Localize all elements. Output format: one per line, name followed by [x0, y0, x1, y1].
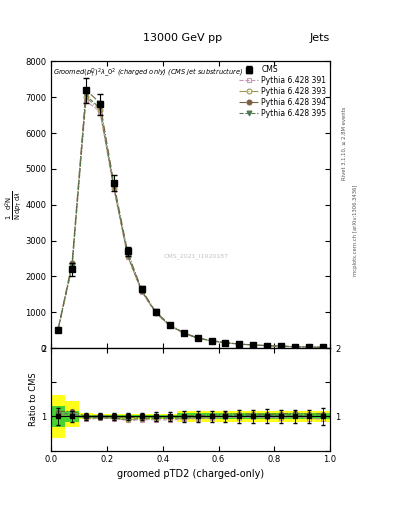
- Pythia 6.428 391: [56, 327, 61, 333]
- Pythia 6.428 395: [125, 252, 130, 259]
- Pythia 6.428 391: [321, 344, 325, 350]
- Pythia 6.428 395: [251, 342, 256, 348]
- Pythia 6.428 391: [237, 341, 242, 347]
- Pythia 6.428 394: [112, 180, 116, 186]
- Pythia 6.428 391: [84, 98, 88, 104]
- Pythia 6.428 393: [84, 94, 88, 100]
- Pythia 6.428 395: [97, 105, 102, 111]
- Text: Groomed$(p_T^D)^2\lambda\_0^2$ (charged only) (CMS jet substructure): Groomed$(p_T^D)^2\lambda\_0^2$ (charged …: [53, 67, 244, 80]
- Pythia 6.428 394: [195, 335, 200, 341]
- Pythia 6.428 393: [181, 330, 186, 336]
- Line: Pythia 6.428 393: Pythia 6.428 393: [56, 95, 325, 350]
- Pythia 6.428 395: [181, 330, 186, 336]
- Pythia 6.428 391: [112, 185, 116, 191]
- Pythia 6.428 395: [223, 339, 228, 346]
- Pythia 6.428 394: [307, 344, 312, 350]
- Pythia 6.428 393: [223, 340, 228, 346]
- Pythia 6.428 391: [279, 343, 284, 349]
- Pythia 6.428 395: [140, 288, 144, 294]
- Pythia 6.428 391: [153, 310, 158, 316]
- Pythia 6.428 393: [125, 253, 130, 260]
- Pythia 6.428 394: [56, 326, 61, 332]
- Pythia 6.428 393: [265, 343, 270, 349]
- Text: 13000 GeV pp: 13000 GeV pp: [143, 33, 222, 44]
- Pythia 6.428 395: [195, 335, 200, 341]
- Pythia 6.428 391: [125, 254, 130, 260]
- Pythia 6.428 394: [209, 337, 214, 344]
- Legend: CMS, Pythia 6.428 391, Pythia 6.428 393, Pythia 6.428 394, Pythia 6.428 395: CMS, Pythia 6.428 391, Pythia 6.428 393,…: [237, 63, 328, 119]
- Text: CMS_2021_I1920187: CMS_2021_I1920187: [164, 253, 229, 259]
- Text: mcplots.cern.ch [arXiv:1306.3436]: mcplots.cern.ch [arXiv:1306.3436]: [353, 185, 358, 276]
- Pythia 6.428 394: [321, 344, 325, 350]
- Pythia 6.428 391: [181, 330, 186, 336]
- Pythia 6.428 391: [167, 323, 172, 329]
- Pythia 6.428 394: [70, 260, 74, 266]
- Pythia 6.428 395: [279, 343, 284, 349]
- Pythia 6.428 394: [223, 339, 228, 346]
- Pythia 6.428 394: [84, 87, 88, 93]
- Pythia 6.428 394: [153, 309, 158, 315]
- Pythia 6.428 391: [265, 343, 270, 349]
- Pythia 6.428 393: [195, 335, 200, 341]
- Pythia 6.428 393: [112, 185, 116, 191]
- Pythia 6.428 391: [223, 340, 228, 346]
- Pythia 6.428 394: [167, 322, 172, 328]
- Pythia 6.428 393: [140, 288, 144, 294]
- Pythia 6.428 393: [56, 327, 61, 333]
- X-axis label: groomed pTD2 (charged-only): groomed pTD2 (charged-only): [117, 468, 264, 479]
- Pythia 6.428 395: [237, 341, 242, 347]
- Pythia 6.428 391: [307, 344, 312, 350]
- Pythia 6.428 395: [293, 344, 298, 350]
- Pythia 6.428 394: [97, 99, 102, 105]
- Pythia 6.428 395: [209, 338, 214, 344]
- Pythia 6.428 395: [56, 327, 61, 333]
- Pythia 6.428 391: [251, 342, 256, 348]
- Pythia 6.428 391: [70, 263, 74, 269]
- Pythia 6.428 394: [181, 330, 186, 336]
- Pythia 6.428 391: [195, 335, 200, 342]
- Pythia 6.428 395: [321, 344, 325, 350]
- Pythia 6.428 395: [265, 343, 270, 349]
- Pythia 6.428 393: [209, 338, 214, 344]
- Pythia 6.428 394: [265, 343, 270, 349]
- Pythia 6.428 395: [112, 184, 116, 190]
- Pythia 6.428 393: [237, 341, 242, 347]
- Pythia 6.428 393: [293, 344, 298, 350]
- Pythia 6.428 395: [167, 322, 172, 328]
- Pythia 6.428 394: [279, 343, 284, 349]
- Pythia 6.428 395: [84, 92, 88, 98]
- Pythia 6.428 393: [70, 264, 74, 270]
- Pythia 6.428 393: [307, 344, 312, 350]
- Pythia 6.428 391: [209, 338, 214, 344]
- Line: Pythia 6.428 395: Pythia 6.428 395: [56, 93, 325, 350]
- Pythia 6.428 391: [140, 289, 144, 295]
- Pythia 6.428 394: [125, 250, 130, 256]
- Pythia 6.428 393: [97, 106, 102, 113]
- Pythia 6.428 393: [167, 322, 172, 328]
- Text: Jets: Jets: [310, 33, 330, 44]
- Pythia 6.428 391: [97, 109, 102, 115]
- Pythia 6.428 394: [237, 341, 242, 347]
- Pythia 6.428 393: [153, 310, 158, 316]
- Pythia 6.428 394: [251, 342, 256, 348]
- Pythia 6.428 395: [70, 263, 74, 269]
- Pythia 6.428 394: [293, 344, 298, 350]
- Line: Pythia 6.428 391: Pythia 6.428 391: [56, 98, 325, 350]
- Line: Pythia 6.428 394: Pythia 6.428 394: [56, 88, 325, 350]
- Pythia 6.428 393: [321, 344, 325, 350]
- Pythia 6.428 395: [307, 344, 312, 350]
- Y-axis label: Ratio to CMS: Ratio to CMS: [29, 373, 38, 426]
- Pythia 6.428 395: [153, 309, 158, 315]
- Pythia 6.428 393: [251, 342, 256, 348]
- Pythia 6.428 394: [140, 287, 144, 293]
- Pythia 6.428 391: [293, 344, 298, 350]
- Text: Rivet 3.1.10, ≥ 2.8M events: Rivet 3.1.10, ≥ 2.8M events: [342, 106, 346, 180]
- Y-axis label: $\frac{1}{\mathrm{N}}\frac{\mathrm{d}^2\mathrm{N}}{\mathrm{d}p_T\,\mathrm{d}\lam: $\frac{1}{\mathrm{N}}\frac{\mathrm{d}^2\…: [3, 190, 24, 220]
- Pythia 6.428 393: [279, 343, 284, 349]
